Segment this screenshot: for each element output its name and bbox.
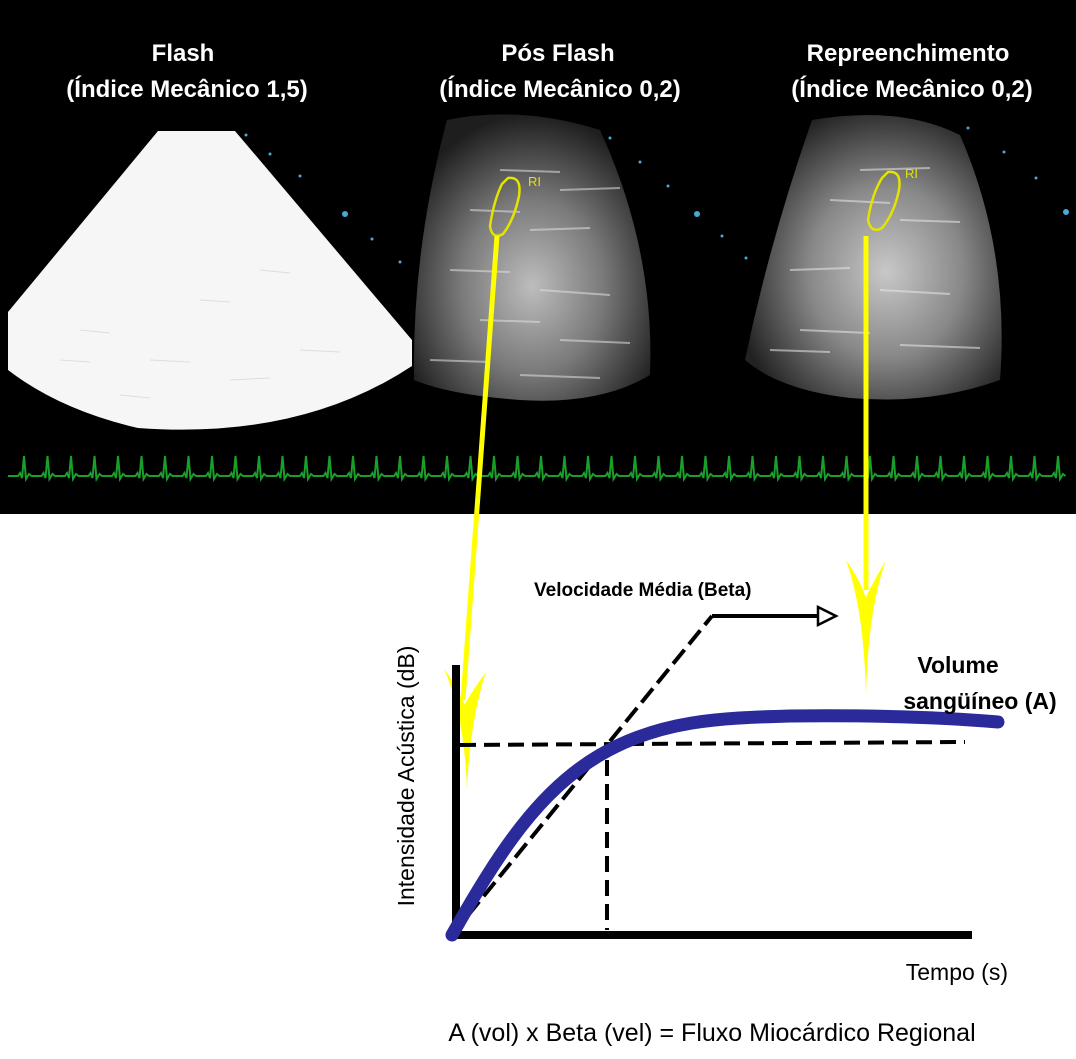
kinetics-graph: Velocidade Média (Beta) Volume sangüíneo…	[393, 580, 1057, 985]
flash-speckle	[59, 269, 341, 399]
pos-flash-echo-image	[413, 114, 651, 401]
plateau-dashed-line	[459, 740, 966, 747]
panel-flash-title-line1: Flash	[152, 40, 215, 67]
x-axis-label: Tempo (s)	[906, 959, 1008, 985]
pos-flash-texture	[429, 169, 631, 379]
panel-pos-flash-title-line1: Pós Flash	[501, 40, 614, 67]
panel-flash: Flash (Índice Mecânico 1,5)	[8, 40, 412, 430]
flash-sector-image	[8, 131, 412, 430]
panel-repreenchimento: RI Repreenchimento (Índice Mecânico 0,2)	[745, 40, 1033, 400]
repreenchimento-echo-image	[745, 115, 1002, 400]
y-axis-label: Intensidade Acústica (dB)	[393, 646, 419, 907]
repreenchimento-roi-label: RI	[905, 166, 918, 181]
repreenchimento-texture	[769, 167, 981, 353]
beta-arrow	[712, 604, 839, 628]
repreenchimento-roi-outline	[866, 170, 901, 231]
panel-flash-title-line2: (Índice Mecânico 1,5)	[66, 75, 307, 103]
volume-label-line2: sangüíneo (A)	[903, 688, 1056, 714]
arrow-repreenchimento-to-graph	[846, 236, 886, 695]
ecg-trace	[8, 455, 1067, 483]
arrowhead-repreenchimento	[846, 560, 886, 695]
panel-repreenchimento-title-line1: Repreenchimento	[807, 40, 1010, 67]
intensity-curve	[445, 709, 1005, 942]
panel-pos-flash-title-line2: (Índice Mecânico 0,2)	[439, 75, 680, 103]
depth-markers	[244, 126, 1069, 264]
panel-repreenchimento-title-line2: (Índice Mecânico 0,2)	[791, 75, 1032, 103]
pos-flash-roi-label: RI	[528, 174, 541, 189]
volume-label-line1: Volume	[917, 652, 998, 678]
pos-flash-roi-outline	[488, 176, 521, 237]
beta-label: Velocidade Média (Beta)	[534, 580, 752, 601]
beta-tangent-line	[450, 614, 714, 937]
formula-text: A (vol) x Beta (vel) = Fluxo Miocárdico …	[448, 1019, 975, 1047]
panel-pos-flash: RI Pós Flash (Índice Mecânico 0,2)	[413, 40, 681, 401]
